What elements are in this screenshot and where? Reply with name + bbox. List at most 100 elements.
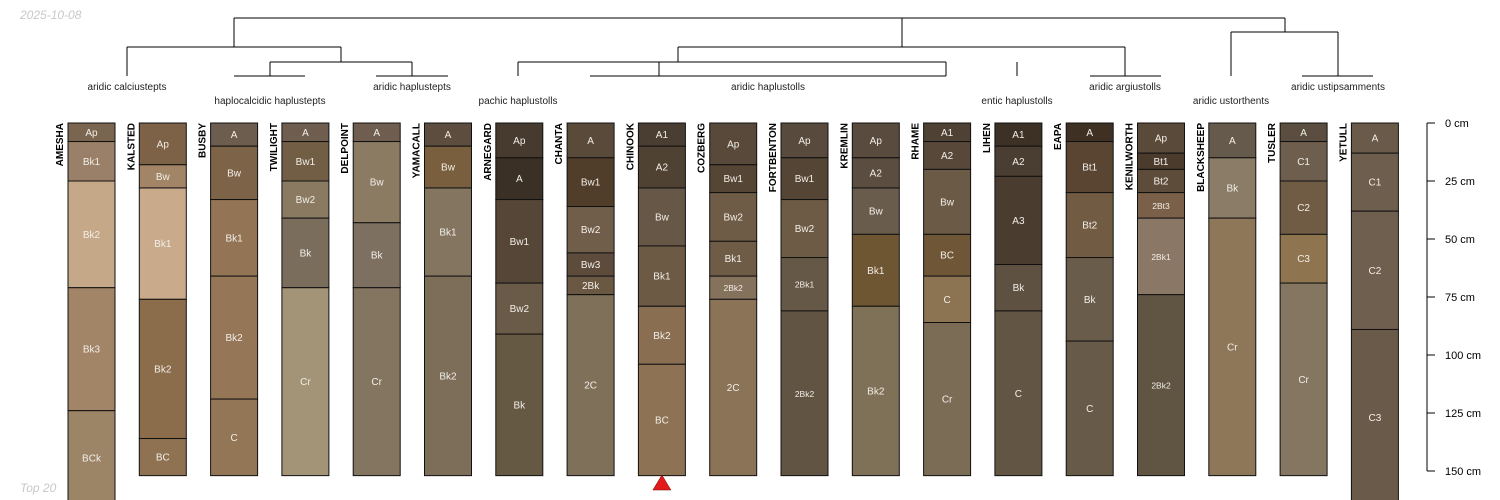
horizon-block [138,187,187,300]
horizon-label: Bw [227,168,242,179]
horizon-label: A1 [1012,130,1025,141]
horizon-block [923,322,972,477]
group-label: aridic ustipsamments [1291,82,1385,93]
horizon-label: C [230,433,237,444]
profile-name: LIHEN [982,123,993,153]
horizon-label: Cr [1298,375,1309,386]
horizon-label: 2Bk1 [795,280,815,290]
horizon-block [495,199,544,284]
horizon-label: Bk3 [83,345,101,356]
horizon-block [210,398,259,477]
horizon-label: Bw1 [581,178,601,189]
horizon-label: Bw1 [795,174,815,185]
marker-layer [652,474,672,491]
horizon-label: Bw [655,212,670,223]
horizon-label: Bw2 [510,304,530,315]
selection-marker-icon [652,474,672,491]
horizon-label: 2Bk2 [724,283,744,293]
horizon-block [138,122,187,166]
horizon-block [138,438,187,477]
soil-profile: Ap Bw Bk1 Bk2 BC KALSTED [126,122,187,477]
horizon-label: Cr [371,377,382,388]
horizon-block [1350,328,1399,500]
depth-tick-label: 100 cm [1445,350,1481,362]
soil-profile: Ap Bw1 Bw2 Bk1 2Bk2 2C COZBERG [697,122,758,477]
dendrogram-branch [233,17,1286,47]
horizon-label: A [373,128,380,139]
depth-tick-label: 150 cm [1445,466,1481,478]
horizon-block [923,275,972,324]
horizon-block [994,310,1043,477]
horizon-label: 2Bt3 [1152,201,1170,211]
horizon-label: Bw [940,197,955,208]
horizon-label: Ap [157,139,170,150]
horizon-block [994,264,1043,312]
soil-profile: A Bw Bk Cr DELPOINT [340,122,401,477]
profile-name: TWILIGHT [269,123,280,171]
horizon-label: A [445,130,452,141]
profile-name: KREMLIN [839,123,850,169]
group-label: aridic argiustolls [1089,82,1161,93]
depth-tick-label: 125 cm [1445,408,1481,420]
horizon-label: Bk [513,400,526,411]
horizon-block [1137,192,1185,219]
horizon-label: Bw2 [296,195,316,206]
horizon-label: BC [940,251,954,262]
profile-name: KALSTED [126,123,137,170]
soil-profile: Ap Bk1 Bk2 Bk3 BCk AMESHA [55,122,116,500]
horizon-label: Bw2 [723,212,743,223]
soil-profile: Ap Bw1 Bw2 2Bk1 2Bk2 FORTBENTON [768,122,829,477]
horizon-label: Bk1 [225,233,243,244]
horizon-block [637,145,686,189]
horizon-label: Bt2 [1082,221,1097,232]
horizon-block [424,275,472,477]
horizon-block [210,145,259,201]
horizon-block [709,298,758,477]
depth-tick-label: 50 cm [1445,234,1475,246]
horizon-block [67,141,116,182]
horizon-label: Bk2 [83,230,101,241]
horizon-label: A [1229,136,1236,147]
horizon-label: BC [156,453,170,464]
horizon-block [1350,210,1399,330]
horizon-block [709,240,758,277]
horizon-label: A [302,128,309,139]
horizon-label: 2Bk2 [1151,381,1171,391]
horizon-label: A [1086,128,1093,139]
profile-name: BUSBY [198,123,209,158]
horizon-block [1065,257,1114,342]
horizon-label: Ap [798,136,811,147]
horizon-label: Bk [1226,183,1239,194]
soil-profile: A C1 C2 C3 YETULL [1338,122,1399,500]
dendrogram-branch [1230,31,1373,77]
soil-profile: A1 A2 Bw Bk1 Bk2 BC CHINOOK [625,122,686,477]
horizon-label: Bk2 [653,331,671,342]
horizon-block [709,122,758,166]
horizon-block [1350,152,1399,212]
horizon-block [851,157,900,189]
horizon-label: Bw2 [581,225,601,236]
horizon-block [1208,217,1257,477]
horizon-block [67,180,116,289]
horizon-label: C2 [1297,203,1310,214]
horizon-label: Ap [727,139,740,150]
horizon-block [1137,294,1185,477]
horizon-label: Bk2 [225,333,243,344]
footer-label: Top 20 [20,481,57,495]
horizon-block [780,310,829,477]
horizon-block [495,282,544,335]
horizon-block [780,257,829,312]
group-labels: aridic calciustepts haplocalcidic haplus… [88,82,1385,107]
horizon-label: Bw [869,207,884,218]
horizon-label: Bk2 [439,371,457,382]
horizon-block [495,333,544,477]
horizon-block [566,157,615,208]
horizon-block [923,141,972,170]
horizon-label: Bk [371,251,384,262]
horizon-block [851,122,900,159]
horizon-block [566,294,615,477]
soil-profile: Ap A Bw1 Bw2 Bk ARNEGARD [483,122,544,477]
soil-profile: A Bt1 Bt2 Bk C EAPA [1053,122,1114,477]
horizon-label: Bw1 [510,237,530,248]
